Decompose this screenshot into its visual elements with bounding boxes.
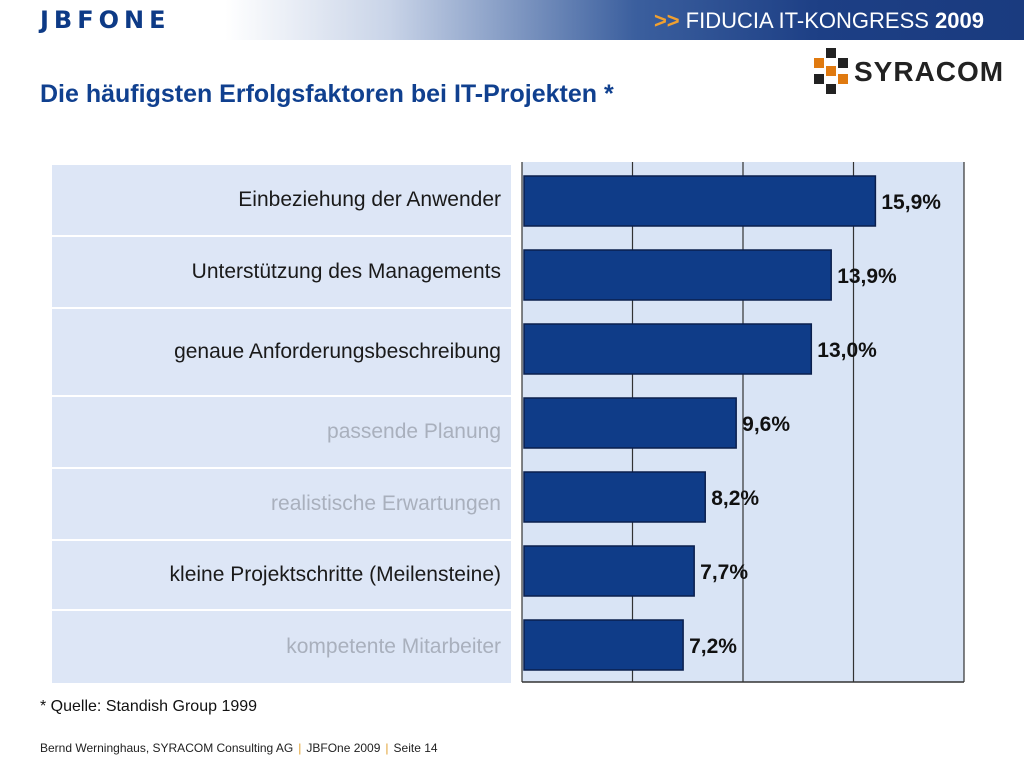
category-label: realistische Erwartungen	[52, 469, 511, 541]
bar	[523, 175, 877, 227]
footer: Bernd Werninghaus, SYRACOM Consulting AG…	[40, 741, 438, 755]
source-note: * Quelle: Standish Group 1999	[40, 698, 258, 715]
kongress-name: FIDUCIA IT-KONGRESS	[685, 8, 929, 33]
bar	[523, 545, 695, 597]
category-label: kleine Projektschritte (Meilensteine)	[52, 541, 511, 611]
bar-chart: 15,9% 13,9% 13,0% 9,6% 8,2% 7,7% 7,2%	[521, 162, 965, 683]
value-label: 13,0%	[817, 339, 877, 362]
kongress-banner: >> FIDUCIA IT-KONGRESS 2009	[654, 8, 984, 34]
jbfone-logo: JBFONE	[40, 6, 171, 34]
bar	[523, 323, 813, 375]
value-label: 9,6%	[742, 413, 790, 436]
footer-author: Bernd Werninghaus, SYRACOM Consulting AG	[40, 741, 294, 755]
value-label: 15,9%	[881, 191, 941, 214]
kongress-year: 2009	[935, 8, 984, 33]
value-label: 7,2%	[689, 635, 737, 658]
value-label: 8,2%	[711, 487, 759, 510]
value-label: 7,7%	[700, 561, 748, 584]
category-label: genaue Anforderungsbeschreibung	[52, 309, 511, 397]
category-label: Einbeziehung der Anwender	[52, 165, 511, 237]
footer-separator: |	[298, 741, 302, 755]
value-label: 13,9%	[837, 265, 897, 288]
syracom-wordmark: SYRACOM	[854, 56, 1005, 87]
category-label: kompetente Mitarbeiter	[286, 635, 501, 658]
bar	[523, 249, 832, 301]
category-label: Unterstützung des Managements	[52, 237, 511, 309]
bar	[523, 471, 706, 523]
category-label-panel: Einbeziehung der Anwender Unterstützung …	[52, 165, 511, 683]
bar	[523, 619, 684, 671]
kongress-arrows: >>	[653, 8, 680, 33]
footer-separator: |	[385, 741, 389, 755]
bar	[523, 397, 737, 449]
category-label: passende Planung	[52, 397, 511, 469]
page-title: Die häufigsten Erfolgsfaktoren bei IT-Pr…	[40, 80, 614, 108]
syracom-emblem-icon	[814, 48, 848, 94]
header-band: JBFONE >> FIDUCIA IT-KONGRESS 2009	[0, 0, 1024, 40]
footer-event: JBFOne 2009	[306, 741, 381, 755]
footer-page: Seite 14	[393, 741, 438, 755]
syracom-logo: SYRACOM	[810, 46, 1003, 102]
